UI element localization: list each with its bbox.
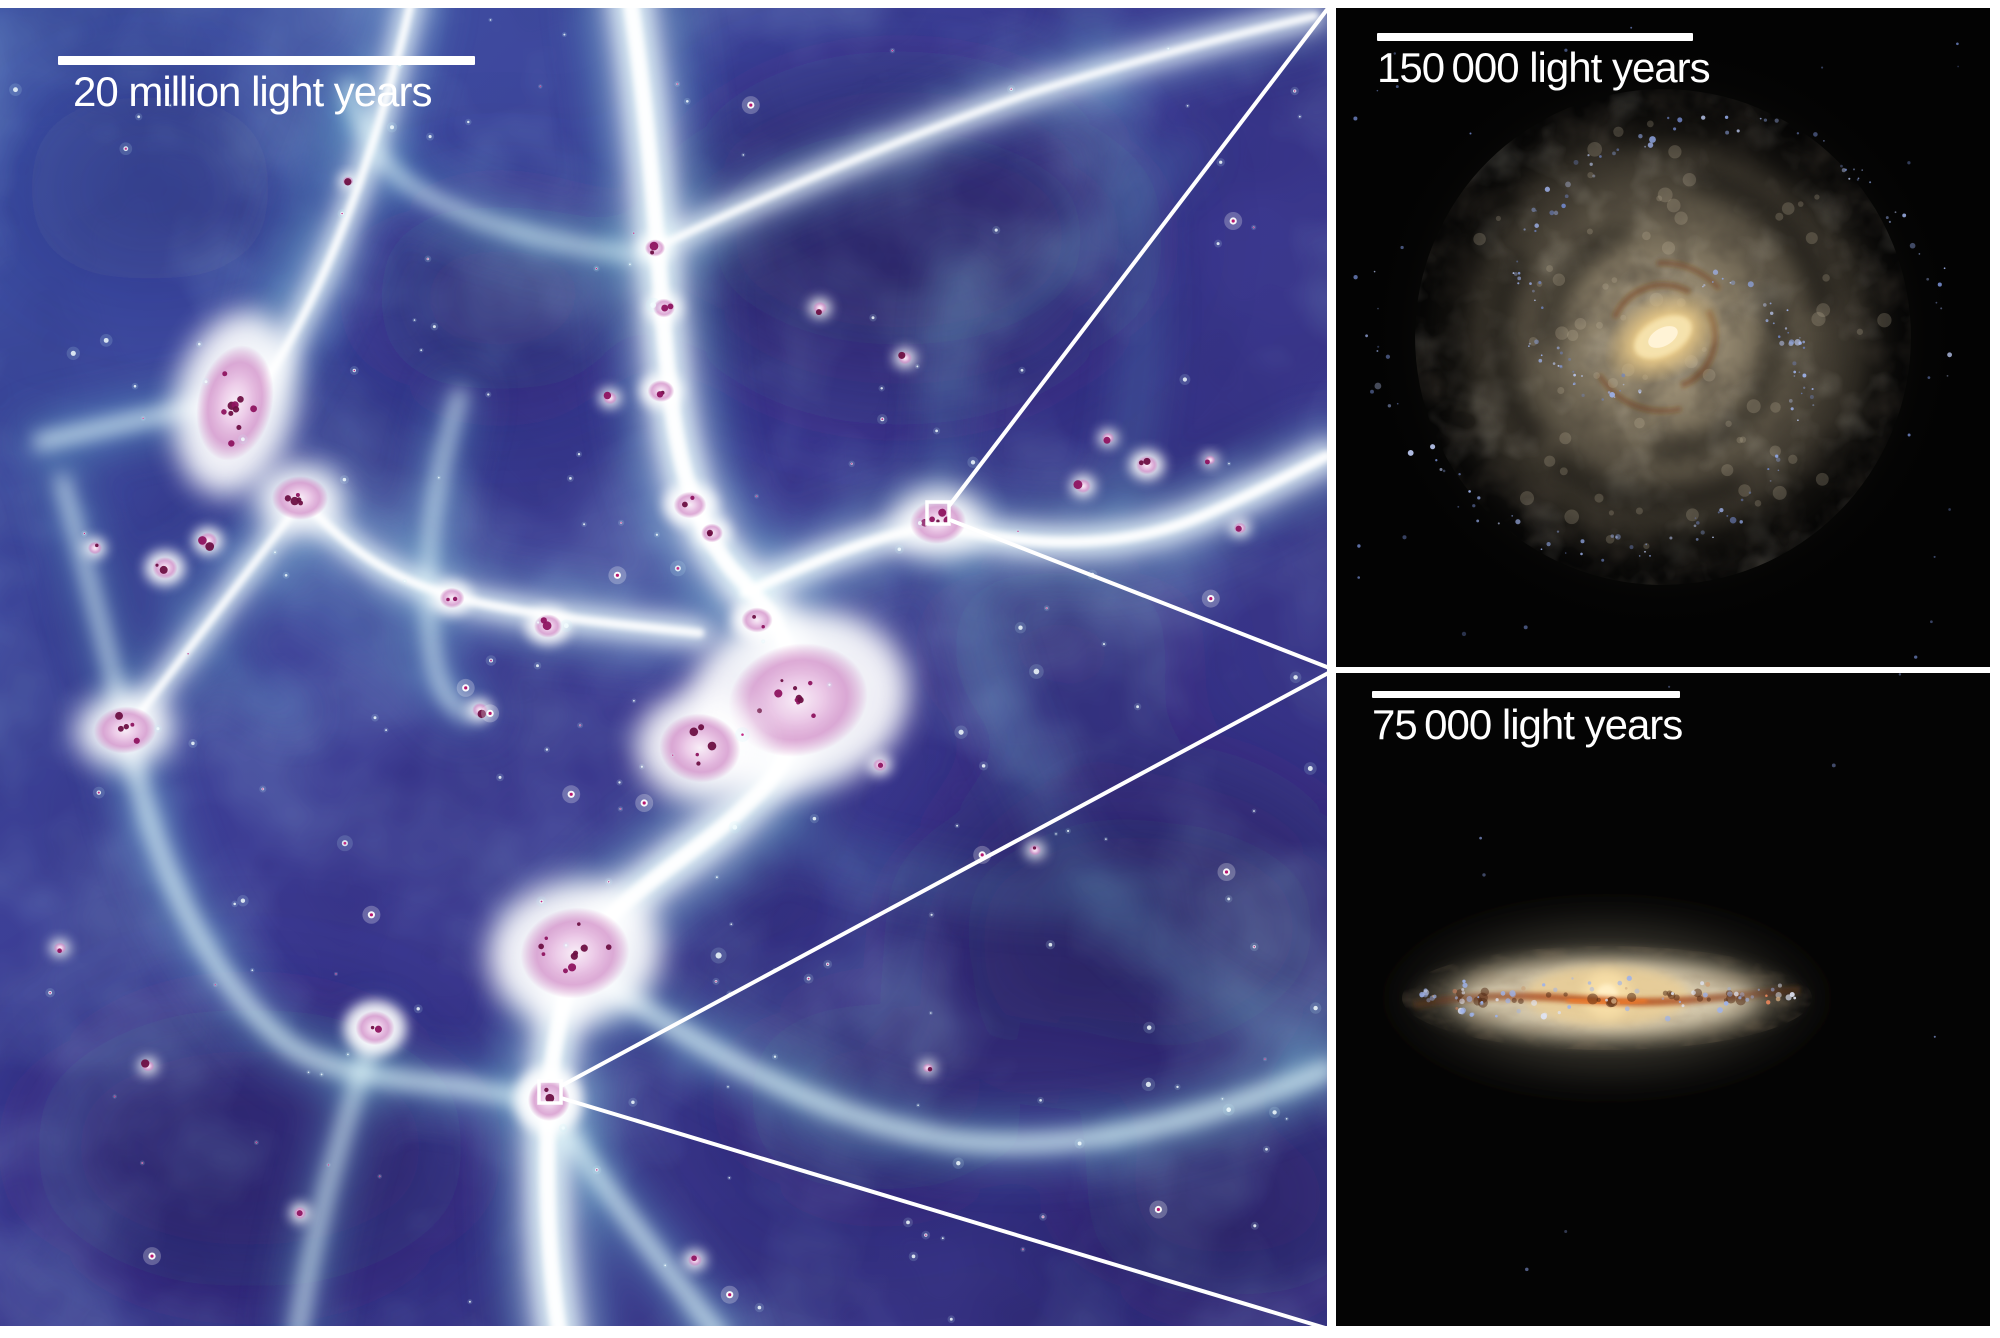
scale-bar-label: 20 million light years bbox=[73, 68, 433, 115]
cosmic-web-image bbox=[0, 8, 1327, 1326]
face-on-blue-speckles bbox=[1353, 26, 1959, 659]
face-on-disk-texture bbox=[1415, 89, 1911, 585]
scale-bar: 20 million light years bbox=[58, 56, 475, 115]
scale-bar-label: 150 000 light years bbox=[1377, 44, 1711, 91]
edge-on-galaxy-image bbox=[1336, 673, 1990, 1326]
galaxy-face-on-panel: 150 000 light years bbox=[1336, 8, 1990, 667]
scale-bar-line bbox=[1377, 33, 1693, 41]
face-on-spiral-gaps bbox=[1439, 113, 1887, 561]
scale-bar: 150 000 light years bbox=[1377, 33, 1711, 91]
scale-bar-label: 75 000 light years bbox=[1372, 701, 1683, 748]
edge-on-blue-speckles bbox=[1419, 673, 1936, 1272]
scale-bar: 75 000 light years bbox=[1372, 691, 1683, 748]
scale-bar-line bbox=[58, 56, 475, 65]
cosmic-web-panel: 20 million light years bbox=[0, 8, 1327, 1326]
scale-bar-line bbox=[1372, 691, 1680, 698]
face-on-star-clumps bbox=[1473, 120, 1892, 550]
galaxy-edge-on-panel: 75 000 light years bbox=[1336, 673, 1990, 1326]
face-on-galaxy-image bbox=[1336, 8, 1990, 667]
face-on-core bbox=[1603, 289, 1723, 385]
